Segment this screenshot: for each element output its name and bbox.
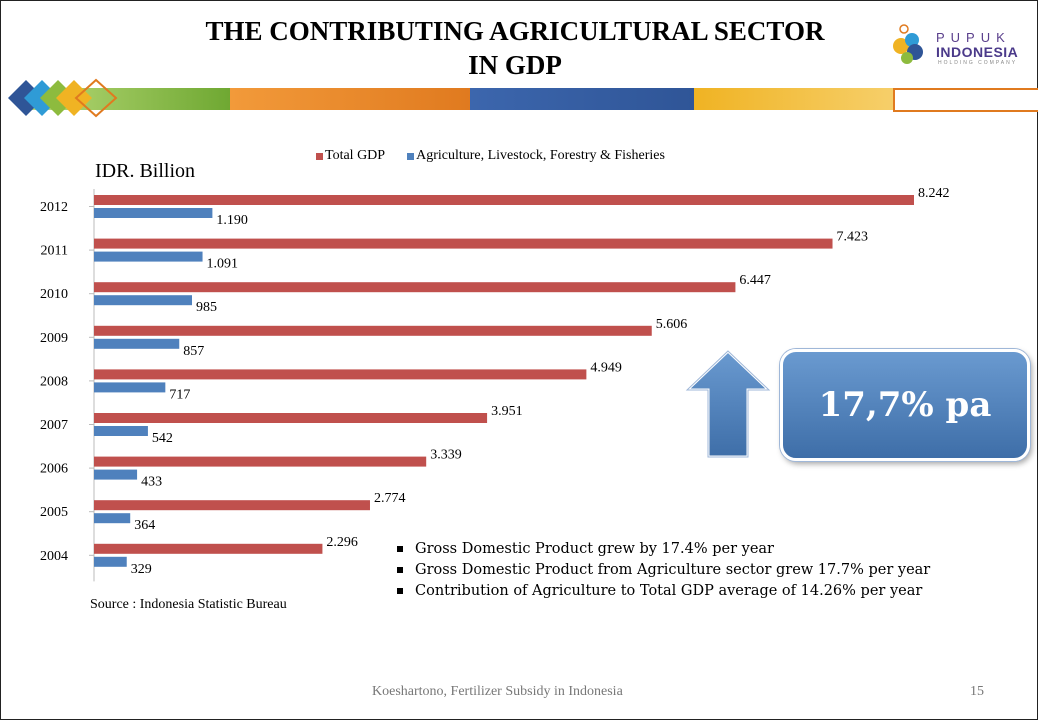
bar-agriculture	[94, 208, 213, 218]
growth-rate-badge: 17,7% pa	[780, 349, 1030, 461]
legend-label-total-gdp: Total GDP	[325, 148, 386, 163]
logo-text-holding: HOLDING COMPANY	[938, 60, 1018, 66]
data-label-agriculture: 1.091	[207, 257, 239, 272]
bar-total-gdp	[94, 500, 370, 511]
chevron-decoration-icon	[8, 78, 118, 118]
data-label-total-gdp: 4.949	[590, 360, 622, 375]
bullet-list: Gross Domestic Product grew by 17.4% per…	[395, 539, 930, 602]
bar-total-gdp	[94, 456, 427, 467]
bullet-item: Contribution of Agriculture to Total GDP…	[395, 581, 930, 602]
bullet-item: Gross Domestic Product from Agriculture …	[395, 560, 930, 581]
legend-label-agriculture: Agriculture, Livestock, Forestry & Fishe…	[416, 148, 665, 163]
band-orange	[230, 88, 470, 110]
bar-total-gdp	[94, 238, 833, 249]
data-label-total-gdp: 7.423	[837, 230, 869, 245]
bar-total-gdp	[94, 369, 587, 380]
data-label-total-gdp: 2.774	[374, 491, 406, 506]
chart-legend: Total GDP Agriculture, Livestock, Forest…	[316, 148, 665, 164]
data-label-agriculture: 364	[134, 518, 155, 533]
bar-total-gdp	[94, 543, 323, 554]
pupuk-indonesia-logo: PUPUK INDONESIA HOLDING COMPANY	[888, 20, 1038, 76]
data-label-total-gdp: 8.242	[918, 186, 950, 201]
bar-agriculture	[94, 556, 127, 567]
bar-total-gdp	[94, 413, 488, 423]
category-label: 2008	[40, 374, 68, 389]
category-label: 2007	[40, 418, 68, 433]
category-label: 2005	[40, 505, 68, 520]
bar-agriculture	[94, 251, 203, 262]
bar-agriculture	[94, 426, 148, 436]
bullet-item: Gross Domestic Product grew by 17.4% per…	[395, 539, 930, 560]
data-label-agriculture: 717	[169, 387, 190, 402]
footer-text: Koeshartono, Fertilizer Subsidy in Indon…	[372, 684, 623, 699]
title-line-2: IN GDP	[468, 50, 562, 80]
category-label: 2012	[40, 200, 68, 215]
data-label-agriculture: 857	[183, 344, 204, 359]
category-label: 2010	[40, 287, 68, 302]
bar-agriculture	[94, 338, 180, 349]
category-label: 2004	[40, 549, 68, 564]
data-label-agriculture: 542	[152, 431, 173, 446]
bar-total-gdp	[94, 282, 736, 293]
category-label: 2009	[40, 331, 68, 346]
legend-swatch-total-gdp	[316, 152, 323, 160]
title-line-1: THE CONTRIBUTING AGRICULTURAL SECTOR	[205, 16, 825, 46]
data-label-total-gdp: 5.606	[656, 317, 688, 332]
bar-agriculture	[94, 469, 138, 480]
unit-label: IDR. Billion	[95, 160, 196, 182]
up-arrow-icon	[684, 348, 772, 459]
legend-swatch-agriculture	[407, 152, 415, 160]
band-blue	[470, 88, 694, 110]
logo-dots-icon	[893, 24, 923, 64]
bar-total-gdp	[94, 325, 652, 336]
legend-item-agriculture: Agriculture, Livestock, Forestry & Fishe…	[407, 148, 665, 164]
data-label-total-gdp: 2.296	[326, 535, 358, 550]
data-label-agriculture: 985	[196, 300, 217, 315]
bar-total-gdp	[94, 195, 914, 205]
data-label-agriculture: 329	[131, 562, 152, 577]
category-label: 2006	[40, 462, 68, 477]
logo-text-indonesia: INDONESIA	[936, 44, 1019, 60]
bar-agriculture	[94, 382, 166, 393]
data-label-agriculture: 433	[141, 475, 162, 490]
slide-title: THE CONTRIBUTING AGRICULTURAL SECTOR IN …	[150, 14, 880, 82]
source-note: Source : Indonesia Statistic Bureau	[90, 597, 287, 612]
legend-item-total-gdp: Total GDP	[316, 148, 385, 164]
bar-agriculture	[94, 513, 131, 524]
data-label-total-gdp: 6.447	[739, 273, 771, 288]
logo-text-pupuk: PUPUK	[936, 30, 1011, 45]
band-end-box	[893, 88, 1038, 112]
data-label-agriculture: 1.190	[216, 213, 248, 228]
category-label: 2011	[41, 244, 68, 259]
bar-agriculture	[94, 295, 192, 306]
page-number: 15	[970, 684, 984, 699]
data-label-total-gdp: 3.951	[491, 404, 523, 419]
data-label-total-gdp: 3.339	[430, 448, 462, 463]
band-yellow	[694, 88, 894, 110]
